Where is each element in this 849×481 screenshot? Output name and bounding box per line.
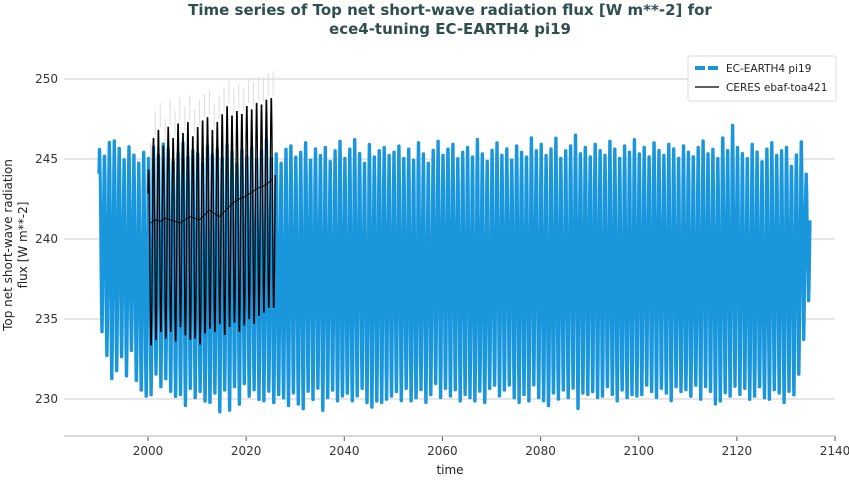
x-tick-label: 2020 (231, 444, 262, 458)
legend-label-obs: CERES ebaf-toa421 (726, 82, 827, 94)
x-tick-label: 2060 (427, 444, 458, 458)
x-axis-label: time (436, 463, 463, 477)
y-tick-label: 230 (35, 392, 58, 406)
x-tick-label: 2000 (133, 444, 164, 458)
y-tick-label: 245 (35, 152, 58, 166)
series-line-ceres-ebaf-toa421 (147, 98, 276, 346)
x-tick-label: 2100 (623, 444, 654, 458)
x-tick-label: 2040 (329, 444, 360, 458)
x-axis-ticks: 2000 2020 2040 2060 2080 2100 2120 2140 (133, 436, 849, 458)
legend-box (687, 55, 837, 102)
y-axis-ticks: 230 235 240 245 250 (35, 72, 58, 406)
x-tick-label: 2080 (525, 444, 556, 458)
y-axis-label-line1: Top net short-wave radiation (1, 159, 15, 332)
chart-title-line1: Time series of Top net short-wave radiat… (188, 1, 712, 19)
series-layer (97, 71, 812, 414)
y-tick-label: 250 (35, 72, 58, 86)
legend: EC-EARTH4 pi19 CERES ebaf-toa421 (687, 55, 837, 102)
chart-title-line2: ece4-tuning EC-EARTH4 pi19 (329, 20, 571, 38)
legend-label-model: EC-EARTH4 pi19 (726, 63, 811, 75)
y-tick-label: 240 (35, 232, 58, 246)
ceres-running-mean-line (150, 177, 274, 224)
y-tick-label: 235 (35, 312, 58, 326)
x-tick-label: 2120 (722, 444, 753, 458)
x-tick-label: 2140 (820, 444, 849, 458)
y-axis-label-line2: flux [W m**-2] (16, 202, 30, 289)
